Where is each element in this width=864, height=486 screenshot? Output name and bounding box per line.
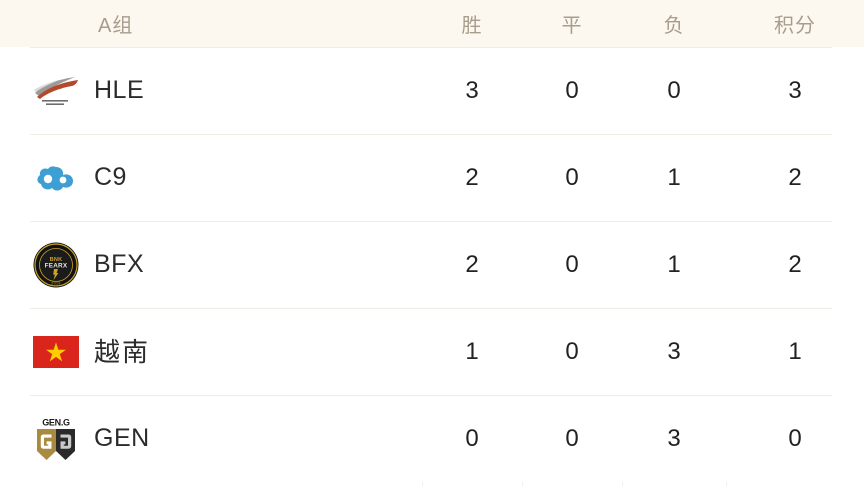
cell-draws: 0 [565,337,579,365]
svg-text:BNK: BNK [50,257,63,263]
team-name: BFX [94,250,145,278]
team-name: HLE [94,76,145,104]
column-header-wins: 胜 [461,15,483,37]
cell-losses: 3 [667,424,681,452]
row-divider [30,221,832,222]
cell-wins: 2 [465,250,479,278]
cell-wins: 1 [465,337,479,365]
column-header-losses: 负 [663,15,685,37]
svg-text:GEN.G: GEN.G [42,417,70,427]
cell-draws: 0 [565,76,579,104]
table-row[interactable]: 越南 1 0 3 1 [0,308,864,395]
vietnam-flag-icon [30,326,82,378]
table-row[interactable]: C9 2 0 1 2 [0,134,864,221]
column-header-draws: 平 [561,15,583,37]
cell-points: 0 [788,424,802,452]
row-divider [30,308,832,309]
row-divider [30,134,832,135]
team-name: C9 [94,163,127,191]
column-header-group: A组 [98,15,134,37]
column-header-points: 积分 [774,15,816,37]
team-cell: BNK FEARX 2019 BFX [0,221,422,308]
row-divider [30,47,832,48]
cell-losses: 3 [667,337,681,365]
svg-text:FEARX: FEARX [45,262,68,269]
cell-losses: 0 [667,76,681,104]
cell-points: 2 [788,250,802,278]
cell-wins: 2 [465,163,479,191]
svg-text:2019: 2019 [51,281,61,285]
bfx-logo: BNK FEARX 2019 [30,239,82,291]
table-row[interactable]: GEN.G GEN 0 0 3 0 [0,395,864,482]
cell-draws: 0 [565,250,579,278]
cell-points: 1 [788,337,802,365]
table-header-row: A组 胜 平 负 积分 [0,0,864,47]
cell-points: 3 [788,76,802,104]
cell-losses: 1 [667,163,681,191]
cell-draws: 0 [565,163,579,191]
standings-rows: HLE 3 0 0 3 C9 2 0 [0,47,864,482]
team-cell: HLE [0,47,422,134]
team-name: GEN [94,424,150,452]
vietnam-flag-svg [33,335,79,368]
table-row[interactable]: BNK FEARX 2019 BFX 2 0 1 2 [0,221,864,308]
cell-draws: 0 [565,424,579,452]
team-cell: GEN.G GEN [0,395,422,482]
geng-shield-icon: GEN.G [37,417,75,460]
row-divider [30,395,832,396]
hle-logo-icon [34,76,78,105]
cloud9-logo [30,152,82,204]
team-name: 越南 [94,336,151,367]
bfx-badge-icon: BNK FEARX 2019 [33,242,79,287]
cell-wins: 0 [465,424,479,452]
team-cell: 越南 [0,308,422,395]
team-cell: C9 [0,134,422,221]
table-row[interactable]: HLE 3 0 0 3 [0,47,864,134]
hle-logo [30,65,82,117]
cell-points: 2 [788,163,802,191]
cell-wins: 3 [465,76,479,104]
cell-losses: 1 [667,250,681,278]
cloud9-cloud-icon [37,165,73,191]
geng-logo: GEN.G [30,413,82,465]
